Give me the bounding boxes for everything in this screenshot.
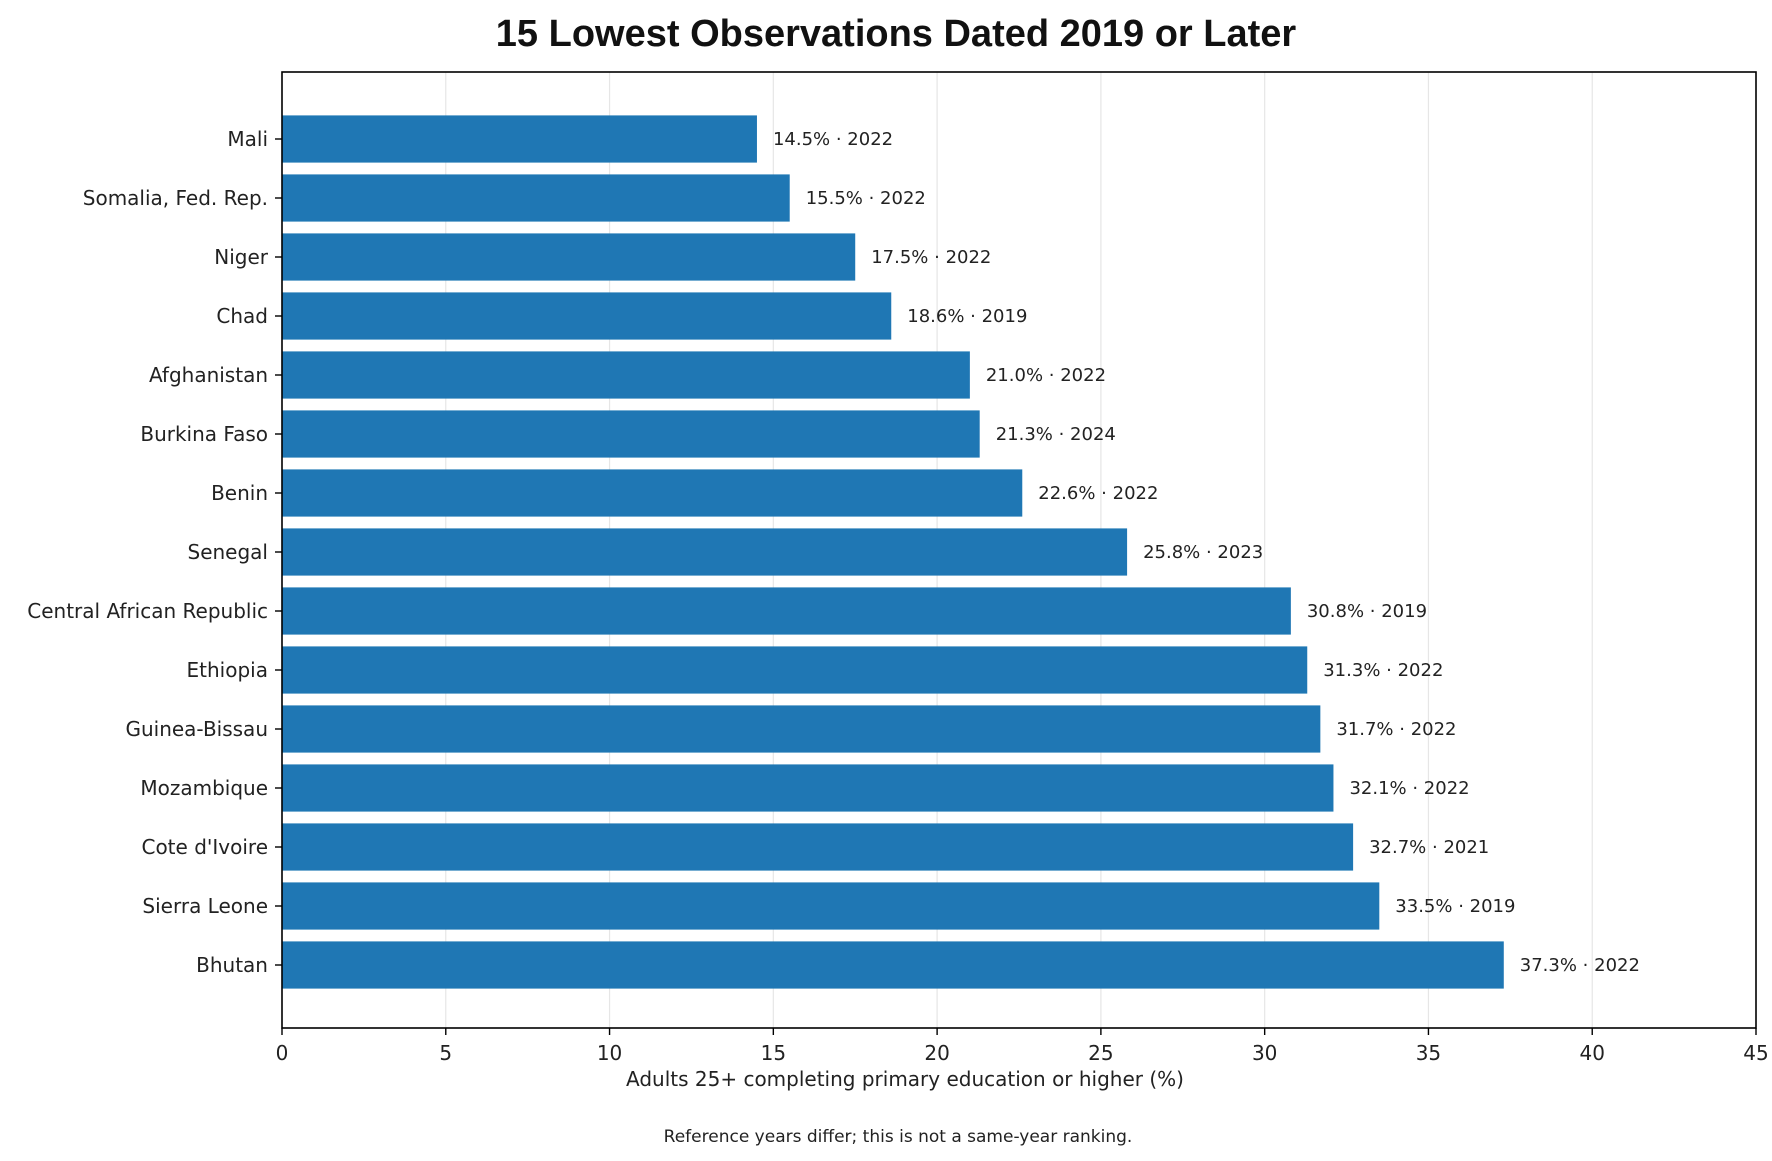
plot-frame <box>281 71 1757 1029</box>
bar-value-label-12: 32.7% · 2021 <box>1369 837 1489 858</box>
category-label-8: Central African Republic <box>27 599 268 623</box>
category-label-3: Chad <box>216 304 268 328</box>
bar-value-label-1: 15.5% · 2022 <box>806 188 926 209</box>
category-label-6: Benin <box>211 481 268 505</box>
category-label-0: Mali <box>227 127 268 151</box>
x-tick-label-0: 0 <box>276 1041 289 1065</box>
x-tick-label-7: 35 <box>1416 1041 1441 1065</box>
bar-value-label-5: 21.3% · 2024 <box>996 424 1116 445</box>
x-tick-label-1: 5 <box>439 1041 452 1065</box>
category-label-10: Guinea-Bissau <box>125 717 268 741</box>
bar-3 <box>282 292 892 340</box>
category-label-11: Mozambique <box>140 776 268 800</box>
x-tick-label-6: 30 <box>1252 1041 1277 1065</box>
category-label-12: Cote d'Ivoire <box>141 835 268 859</box>
category-label-9: Ethiopia <box>187 658 268 682</box>
bar-value-label-14: 37.3% · 2022 <box>1520 955 1640 976</box>
x-ticks: 0 5 10 15 20 25 30 35 40 45 <box>276 1028 1769 1065</box>
bar-value-label-9: 31.3% · 2022 <box>1323 660 1443 681</box>
bar-1 <box>282 174 790 222</box>
x-axis-label: Adults 25+ completing primary education … <box>626 1067 1184 1091</box>
bar-value-label-2: 17.5% · 2022 <box>871 247 991 268</box>
bar-4 <box>282 351 970 399</box>
bar-10 <box>282 705 1321 753</box>
bar-value-label-13: 33.5% · 2019 <box>1395 896 1515 917</box>
bar-8 <box>282 587 1291 635</box>
category-label-13: Sierra Leone <box>142 894 268 918</box>
bar-14 <box>282 941 1504 989</box>
category-label-4: Afghanistan <box>149 363 268 387</box>
category-label-7: Senegal <box>188 540 269 564</box>
bar-0 <box>282 115 757 163</box>
bar-value-label-10: 31.7% · 2022 <box>1336 719 1456 740</box>
bar-7 <box>282 528 1128 576</box>
bars <box>282 115 1504 989</box>
bar-12 <box>282 823 1354 871</box>
bar-value-label-7: 25.8% · 2023 <box>1143 542 1263 563</box>
bar-value-label-11: 32.1% · 2022 <box>1349 778 1469 799</box>
footnote: Reference years differ; this is not a sa… <box>664 1127 1133 1147</box>
bar-6 <box>282 469 1023 517</box>
bar-11 <box>282 764 1334 812</box>
x-tick-label-2: 10 <box>597 1041 622 1065</box>
category-label-14: Bhutan <box>196 953 268 977</box>
chart-title: 15 Lowest Observations Dated 2019 or Lat… <box>496 13 1297 55</box>
bar-labels: 14.5% · 2022 15.5% · 2022 17.5% · 2022 18.6… <box>773 129 1640 976</box>
category-label-2: Niger <box>214 245 269 269</box>
bar-13 <box>282 882 1380 930</box>
x-tick-label-3: 15 <box>761 1041 786 1065</box>
bar-value-label-4: 21.0% · 2022 <box>986 365 1106 386</box>
bar-value-label-0: 14.5% · 2022 <box>773 129 893 150</box>
x-tick-label-5: 25 <box>1088 1041 1113 1065</box>
category-label-5: Burkina Faso <box>140 422 268 446</box>
category-labels: Mali Somalia, Fed. Rep. Niger Chad Afghanist… <box>27 127 282 977</box>
bar-value-label-3: 18.6% · 2019 <box>907 306 1027 327</box>
bar-value-label-6: 22.6% · 2022 <box>1038 483 1158 504</box>
bar-2 <box>282 233 856 281</box>
x-tick-label-8: 40 <box>1579 1041 1604 1065</box>
bar-5 <box>282 410 980 458</box>
x-tick-label-9: 45 <box>1743 1041 1768 1065</box>
bar-value-label-8: 30.8% · 2019 <box>1307 601 1427 622</box>
category-label-1: Somalia, Fed. Rep. <box>83 186 268 210</box>
bar-9 <box>282 646 1308 694</box>
x-tick-label-4: 20 <box>924 1041 949 1065</box>
